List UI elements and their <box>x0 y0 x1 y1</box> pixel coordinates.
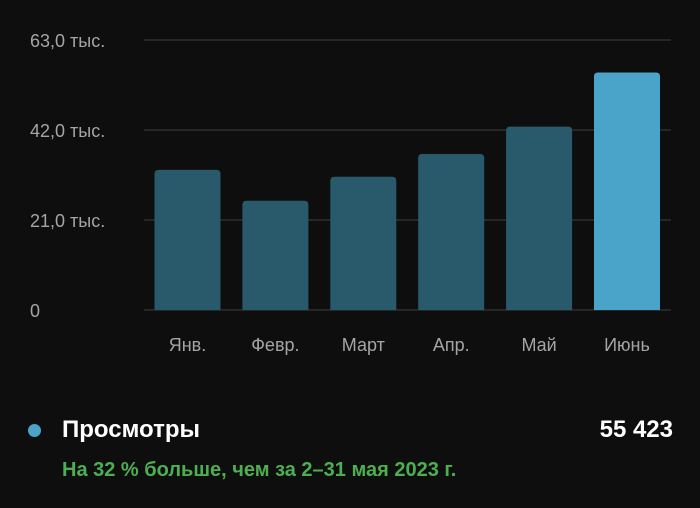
bar-6 <box>594 72 660 310</box>
y-tick-label: 42,0 тыс. <box>30 121 105 141</box>
x-tick-label: Май <box>521 335 556 355</box>
legend-value: 55 423 <box>599 416 673 443</box>
bar-1 <box>154 169 221 310</box>
x-tick-label: Февр. <box>251 335 299 355</box>
y-tick-label: 63,0 тыс. <box>30 31 105 51</box>
comparison-text: На 32 % больше, чем за 2–31 мая 2023 г. <box>62 459 457 481</box>
legend-label: Просмотры <box>62 416 201 443</box>
series-dot-icon <box>28 424 41 437</box>
x-tick-label: Март <box>342 335 385 355</box>
legend: Просмотры 55 423 <box>28 414 673 448</box>
y-tick-label: 0 <box>30 301 40 321</box>
bar-5 <box>506 126 573 310</box>
bar-4 <box>418 154 485 310</box>
bar-3 <box>330 176 397 310</box>
y-tick-label: 21,0 тыс. <box>30 211 105 231</box>
bar-2 <box>242 200 309 310</box>
x-tick-label: Апр. <box>433 335 470 355</box>
bar-chart: 0 21,0 тыс. 42,0 тыс. 63,0 тыс. Янв. Февр. Мар… <box>30 31 671 355</box>
x-tick-label: Янв. <box>169 335 207 355</box>
x-tick-label: Июнь <box>604 335 650 355</box>
